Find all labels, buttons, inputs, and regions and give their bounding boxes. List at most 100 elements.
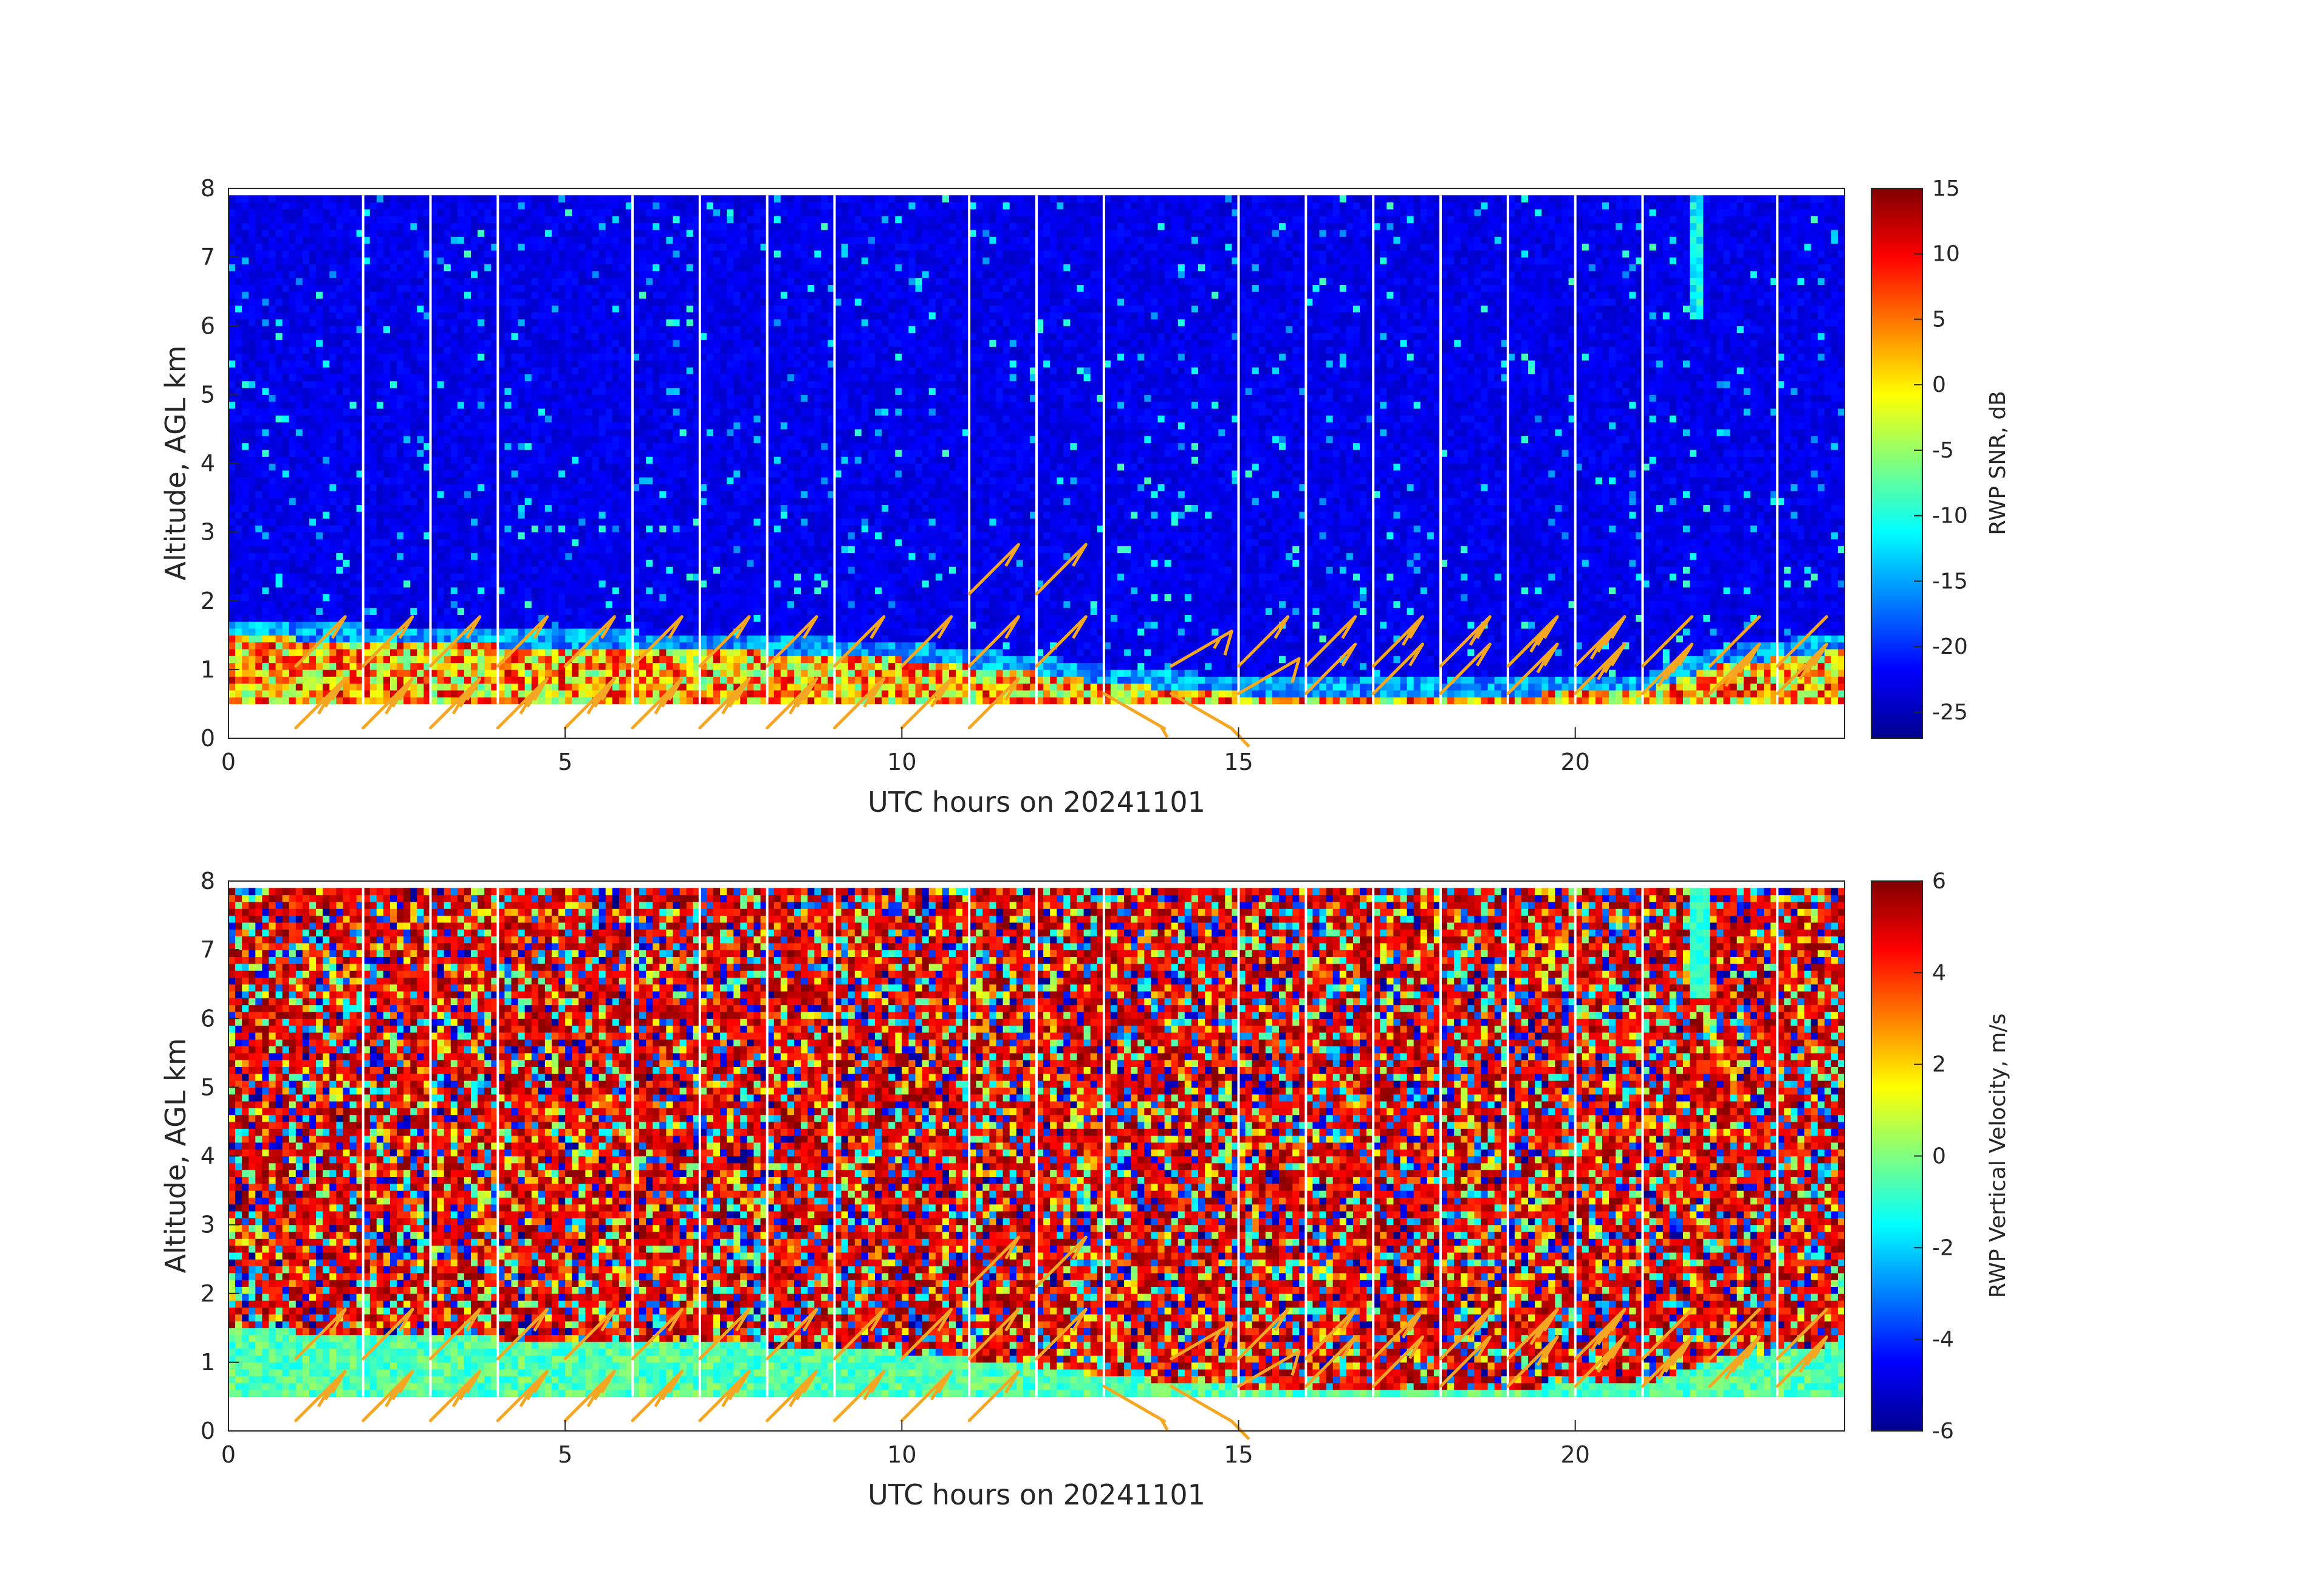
heatmap-cell — [376, 614, 384, 622]
heatmap-cell — [410, 353, 417, 361]
heatmap-cell — [309, 353, 317, 361]
heatmap-cell — [578, 346, 586, 354]
heatmap-cell — [538, 511, 546, 519]
heatmap-cell — [323, 518, 330, 526]
heatmap-cell — [498, 498, 505, 505]
heatmap-cell — [491, 662, 498, 670]
heatmap-cell — [417, 669, 424, 677]
heatmap-cell — [397, 642, 404, 650]
heatmap-cell — [363, 690, 371, 698]
heatmap-cell — [249, 374, 256, 382]
heatmap-cell — [653, 566, 660, 574]
heatmap-cell — [349, 683, 357, 691]
heatmap-cell — [558, 656, 566, 664]
heatmap-cell — [585, 525, 593, 533]
heatmap-cell — [578, 463, 586, 471]
heatmap-cell — [309, 318, 317, 326]
heatmap-cell — [363, 635, 371, 643]
heatmap-cell — [228, 484, 236, 492]
heatmap-cell — [531, 635, 539, 643]
heatmap-cell — [383, 367, 391, 374]
heatmap-cell — [349, 484, 357, 492]
heatmap-cell — [349, 229, 357, 237]
heatmap-cell — [659, 587, 667, 594]
heatmap-cell — [612, 243, 620, 251]
heatmap-cell — [255, 683, 262, 691]
heatmap-cell — [659, 380, 667, 388]
heatmap-cell — [289, 380, 296, 388]
heatmap-cell — [491, 380, 498, 388]
heatmap-cell — [612, 587, 620, 594]
heatmap-cell — [619, 326, 626, 334]
heatmap-cell — [544, 318, 552, 326]
heatmap-cell — [323, 339, 330, 347]
heatmap-cell — [464, 202, 471, 210]
heatmap-cell — [578, 436, 586, 444]
heatmap-cell — [295, 552, 303, 560]
heatmap-cell — [255, 436, 262, 444]
heatmap-cell — [450, 270, 458, 278]
heatmap-cell — [491, 656, 498, 664]
heatmap-cell — [275, 587, 283, 594]
heatmap-cell — [484, 608, 492, 615]
heatmap-cell — [437, 326, 445, 334]
heatmap-cell — [323, 374, 330, 382]
heatmap-cell — [275, 484, 283, 492]
heatmap-cell — [235, 243, 242, 251]
heatmap-cell — [383, 250, 391, 258]
heatmap-cell — [552, 332, 559, 340]
heatmap-cell — [390, 559, 397, 567]
heatmap-cell — [356, 367, 364, 374]
heatmap-cell — [511, 436, 519, 444]
heatmap-cell — [484, 305, 492, 313]
heatmap-cell — [282, 656, 290, 664]
heatmap-cell — [235, 449, 242, 457]
heatmap-cell — [605, 195, 613, 203]
heatmap-cell — [679, 608, 687, 615]
heatmap-cell — [235, 422, 242, 430]
heatmap-cell — [653, 648, 660, 656]
heatmap-cell — [646, 442, 653, 450]
heatmap-cell — [619, 594, 626, 602]
heatmap-cell — [524, 360, 532, 368]
heatmap-cell — [565, 511, 572, 519]
heatmap-cell — [282, 229, 290, 237]
heatmap-cell — [478, 353, 485, 361]
heatmap-cell — [484, 291, 492, 299]
heatmap-cell — [383, 532, 391, 540]
heatmap-cell — [228, 236, 236, 244]
heatmap-cell — [289, 538, 296, 546]
heatmap-cell — [410, 669, 417, 677]
heatmap-cell — [403, 401, 411, 409]
heatmap-cell — [289, 484, 296, 492]
heatmap-cell — [295, 566, 303, 574]
heatmap-cell — [289, 449, 296, 457]
heatmap-cell — [349, 697, 357, 704]
heatmap-cell — [289, 656, 296, 664]
heatmap-cell — [484, 408, 492, 416]
heatmap-cell — [302, 208, 310, 216]
heatmap-cell — [403, 216, 411, 224]
heatmap-cell — [673, 346, 680, 354]
heatmap-cell — [383, 278, 391, 285]
heatmap-cell — [544, 216, 552, 224]
heatmap-cell — [552, 222, 559, 230]
heatmap-cell — [598, 270, 606, 278]
heatmap-cell — [423, 635, 431, 643]
heatmap-cell — [397, 635, 404, 643]
heatmap-cell — [625, 374, 633, 382]
heatmap-cell — [491, 270, 498, 278]
heatmap-cell — [538, 538, 546, 546]
heatmap-cell — [437, 587, 445, 594]
heatmap-cell — [605, 635, 613, 643]
heatmap-cell — [369, 538, 377, 546]
heatmap-cell — [249, 408, 256, 416]
heatmap-cell — [471, 422, 478, 430]
heatmap-cell — [302, 656, 310, 664]
heatmap-cell — [498, 621, 505, 629]
heatmap-cell — [437, 552, 445, 560]
heatmap-cell — [504, 332, 512, 340]
heatmap-cell — [498, 552, 505, 560]
heatmap-cell — [498, 648, 505, 656]
